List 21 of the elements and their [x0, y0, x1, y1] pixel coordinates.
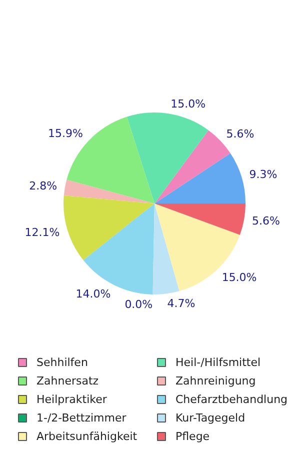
data-label: 15.0%: [170, 97, 206, 110]
legend-label: Kur-Tagegeld: [176, 412, 246, 424]
data-label: 15.9%: [48, 127, 83, 140]
data-label: 12.1%: [24, 226, 60, 240]
legend-label: Sehhilfen: [36, 356, 88, 369]
text: 0.0%: [124, 298, 153, 311]
legend-label: Heil-/Hilfsmittel: [176, 356, 261, 369]
data-label: 14.0%: [76, 288, 111, 301]
legend-label: Pflege: [176, 430, 210, 443]
legend-label: Zahnreinigung: [176, 374, 256, 388]
legend-label: Arbeitsunfähigkeit: [36, 430, 138, 443]
legend-label: Heilpraktiker: [36, 393, 108, 406]
legend-label: 1-/2-Bettzimmer: [36, 412, 127, 424]
data-label: 15.0%: [222, 271, 257, 284]
data-label: 9.3%: [249, 168, 278, 181]
data-label: 2.8%: [29, 179, 58, 192]
legend-label: Zahnersatz: [36, 374, 99, 388]
data-label: 5.6%: [226, 127, 254, 140]
legend-label: Chefarztbehandlung: [176, 393, 288, 406]
data-label: 5.6%: [252, 214, 280, 228]
data-label: 4.7%: [167, 297, 196, 310]
